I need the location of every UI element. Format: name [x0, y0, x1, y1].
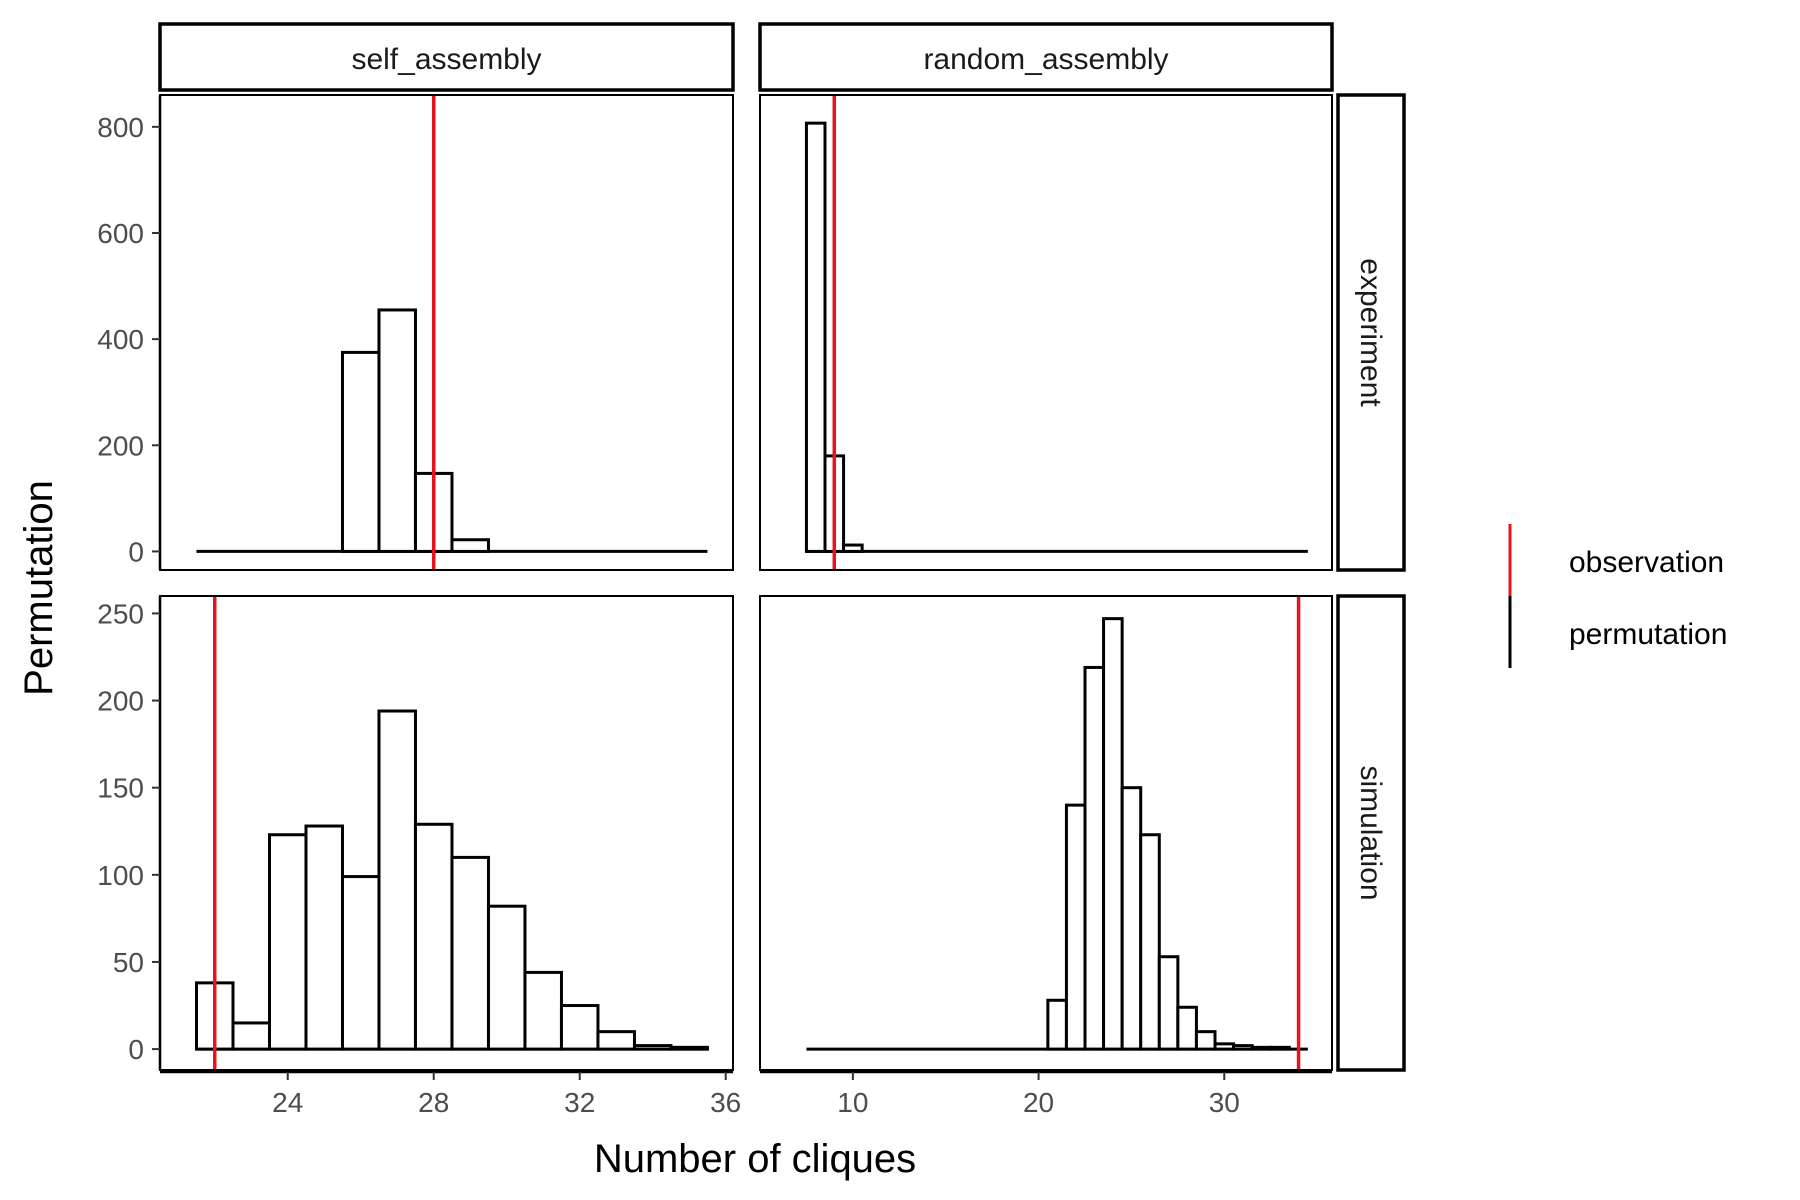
panels-layer	[159, 94, 1333, 1071]
strip-simulation: simulation	[1336, 594, 1406, 1072]
histogram-bar	[486, 904, 527, 1051]
x-tick-label: 28	[418, 1087, 449, 1118]
y-axis-simulation: 0 50 100 150 200 250	[97, 596, 162, 1070]
histogram-bar	[1232, 1044, 1254, 1051]
strip-label: random_assembly	[923, 43, 1168, 76]
y-tick-label: 150	[97, 773, 144, 804]
histogram-bar	[231, 1021, 271, 1051]
y-tick-label: 200	[97, 430, 144, 461]
histogram-bar	[340, 875, 381, 1051]
panel-self_assembly-simulation	[159, 595, 734, 1071]
x-axis-self_assembly: 24 28 32 36	[160, 1070, 741, 1118]
y-tick-label: 800	[97, 112, 144, 143]
histogram-bar	[377, 308, 417, 553]
histogram-bar	[1176, 1005, 1198, 1051]
panel-random_assembly-experiment	[759, 94, 1333, 571]
y-tick-label: 250	[97, 598, 144, 629]
histogram-bar	[413, 822, 454, 1051]
y-tick-label: 0	[128, 1034, 144, 1065]
y-tick-label: 0	[128, 536, 144, 567]
histogram-bar	[340, 350, 381, 553]
y-axis-title: Permutation	[17, 480, 61, 696]
strip-box	[158, 22, 735, 92]
histogram-bar	[304, 824, 344, 1051]
histogram-bar	[804, 121, 827, 553]
histogram-bar	[842, 543, 864, 553]
histogram-bar	[1194, 1030, 1217, 1051]
y-tick-label: 50	[113, 947, 144, 978]
histogram-bar	[596, 1030, 636, 1051]
x-tick-label: 32	[564, 1087, 595, 1118]
histogram-bar	[1269, 1045, 1291, 1051]
histogram-bar	[377, 709, 417, 1051]
histogram-bar	[1083, 665, 1106, 1051]
y-axis-experiment: 0 200 400 600 800	[97, 95, 162, 570]
x-axis-random_assembly: 10 20 30	[760, 1070, 1332, 1118]
panel-random_assembly-simulation	[759, 595, 1333, 1071]
x-axis-title: Number of cliques	[594, 1137, 916, 1181]
x-tick-label: 24	[272, 1087, 303, 1118]
strip-self_assembly: self_assembly	[158, 22, 735, 92]
histogram-bar	[1064, 803, 1087, 1051]
histogram-bar	[450, 538, 490, 553]
y-tick-label: 600	[97, 218, 144, 249]
histogram-bar	[267, 833, 308, 1051]
y-tick-label: 100	[97, 860, 144, 891]
strip-box	[758, 22, 1334, 92]
strip-label: simulation	[1354, 765, 1387, 900]
legend-label-observation: observation	[1569, 546, 1724, 579]
histogram-bar	[669, 1045, 709, 1051]
strips-layer: self_assembly random_assembly experiment si…	[158, 22, 1406, 1072]
strip-random_assembly: random_assembly	[758, 22, 1334, 92]
x-tick-label: 30	[1209, 1087, 1240, 1118]
histogram-bar	[1046, 998, 1068, 1051]
x-tick-label: 10	[837, 1087, 868, 1118]
y-tick-label: 400	[97, 324, 144, 355]
strip-label: experiment	[1354, 258, 1387, 407]
histogram-bar	[450, 855, 490, 1051]
histogram-bar	[559, 1004, 600, 1051]
axes-layer: 0 200 400 600 800 0 50 100 150 200 250 24 28 32 36 10 20…	[97, 95, 1332, 1118]
strip-label: self_assembly	[351, 43, 541, 76]
strip-box	[1336, 93, 1406, 572]
strip-box	[1336, 594, 1406, 1072]
histogram-bar	[1157, 955, 1180, 1051]
y-tick-label: 200	[97, 686, 144, 717]
panel-self_assembly-experiment	[159, 94, 734, 571]
histogram-bar	[1250, 1045, 1273, 1051]
histogram-bar	[1213, 1042, 1236, 1051]
legend: observation permutation	[1508, 524, 1727, 668]
legend-label-permutation: permutation	[1569, 618, 1727, 651]
histogram-bar	[1120, 786, 1143, 1051]
histogram-bar	[1102, 617, 1124, 1051]
panel-border	[759, 94, 1333, 571]
x-tick-label: 36	[710, 1087, 741, 1118]
histogram-bar	[632, 1044, 673, 1051]
panel-border	[759, 595, 1333, 1071]
strip-experiment: experiment	[1336, 93, 1406, 572]
x-tick-label: 20	[1023, 1087, 1054, 1118]
histogram-bar	[1139, 833, 1161, 1051]
histogram-bar	[523, 970, 563, 1051]
